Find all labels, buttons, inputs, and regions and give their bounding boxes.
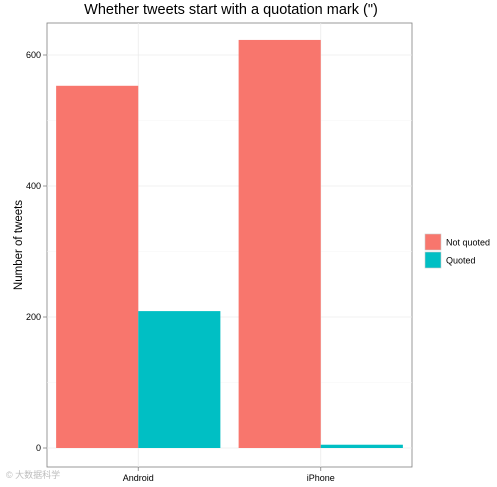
bar-android-not-quoted xyxy=(56,85,139,448)
watermark: © 大数据科学 xyxy=(6,470,61,480)
y-tick-label: 200 xyxy=(26,312,41,322)
legend-key-not-quoted xyxy=(424,233,442,251)
y-tick-label: 0 xyxy=(36,443,41,453)
y-axis-ticks: 0 200 400 600 xyxy=(26,50,47,453)
legend: Not quoted Quoted xyxy=(424,233,490,269)
y-tick-label: 600 xyxy=(26,50,41,60)
bars xyxy=(56,39,403,449)
x-tick-label: iPhone xyxy=(307,473,335,483)
legend-key-quoted xyxy=(424,251,442,269)
x-tick-label: Android xyxy=(123,473,154,483)
y-axis-title: Number of tweets xyxy=(13,200,25,290)
x-axis-ticks: Android iPhone xyxy=(123,467,335,483)
bar-android-quoted xyxy=(138,311,221,448)
legend-label: Not quoted xyxy=(446,238,490,248)
y-tick-label: 400 xyxy=(26,181,41,191)
bar-iphone-not-quoted xyxy=(238,39,321,449)
bar-iphone-quoted xyxy=(320,444,403,448)
chart-title: Whether tweets start with a quotation ma… xyxy=(84,2,378,18)
legend-label: Quoted xyxy=(446,256,476,266)
